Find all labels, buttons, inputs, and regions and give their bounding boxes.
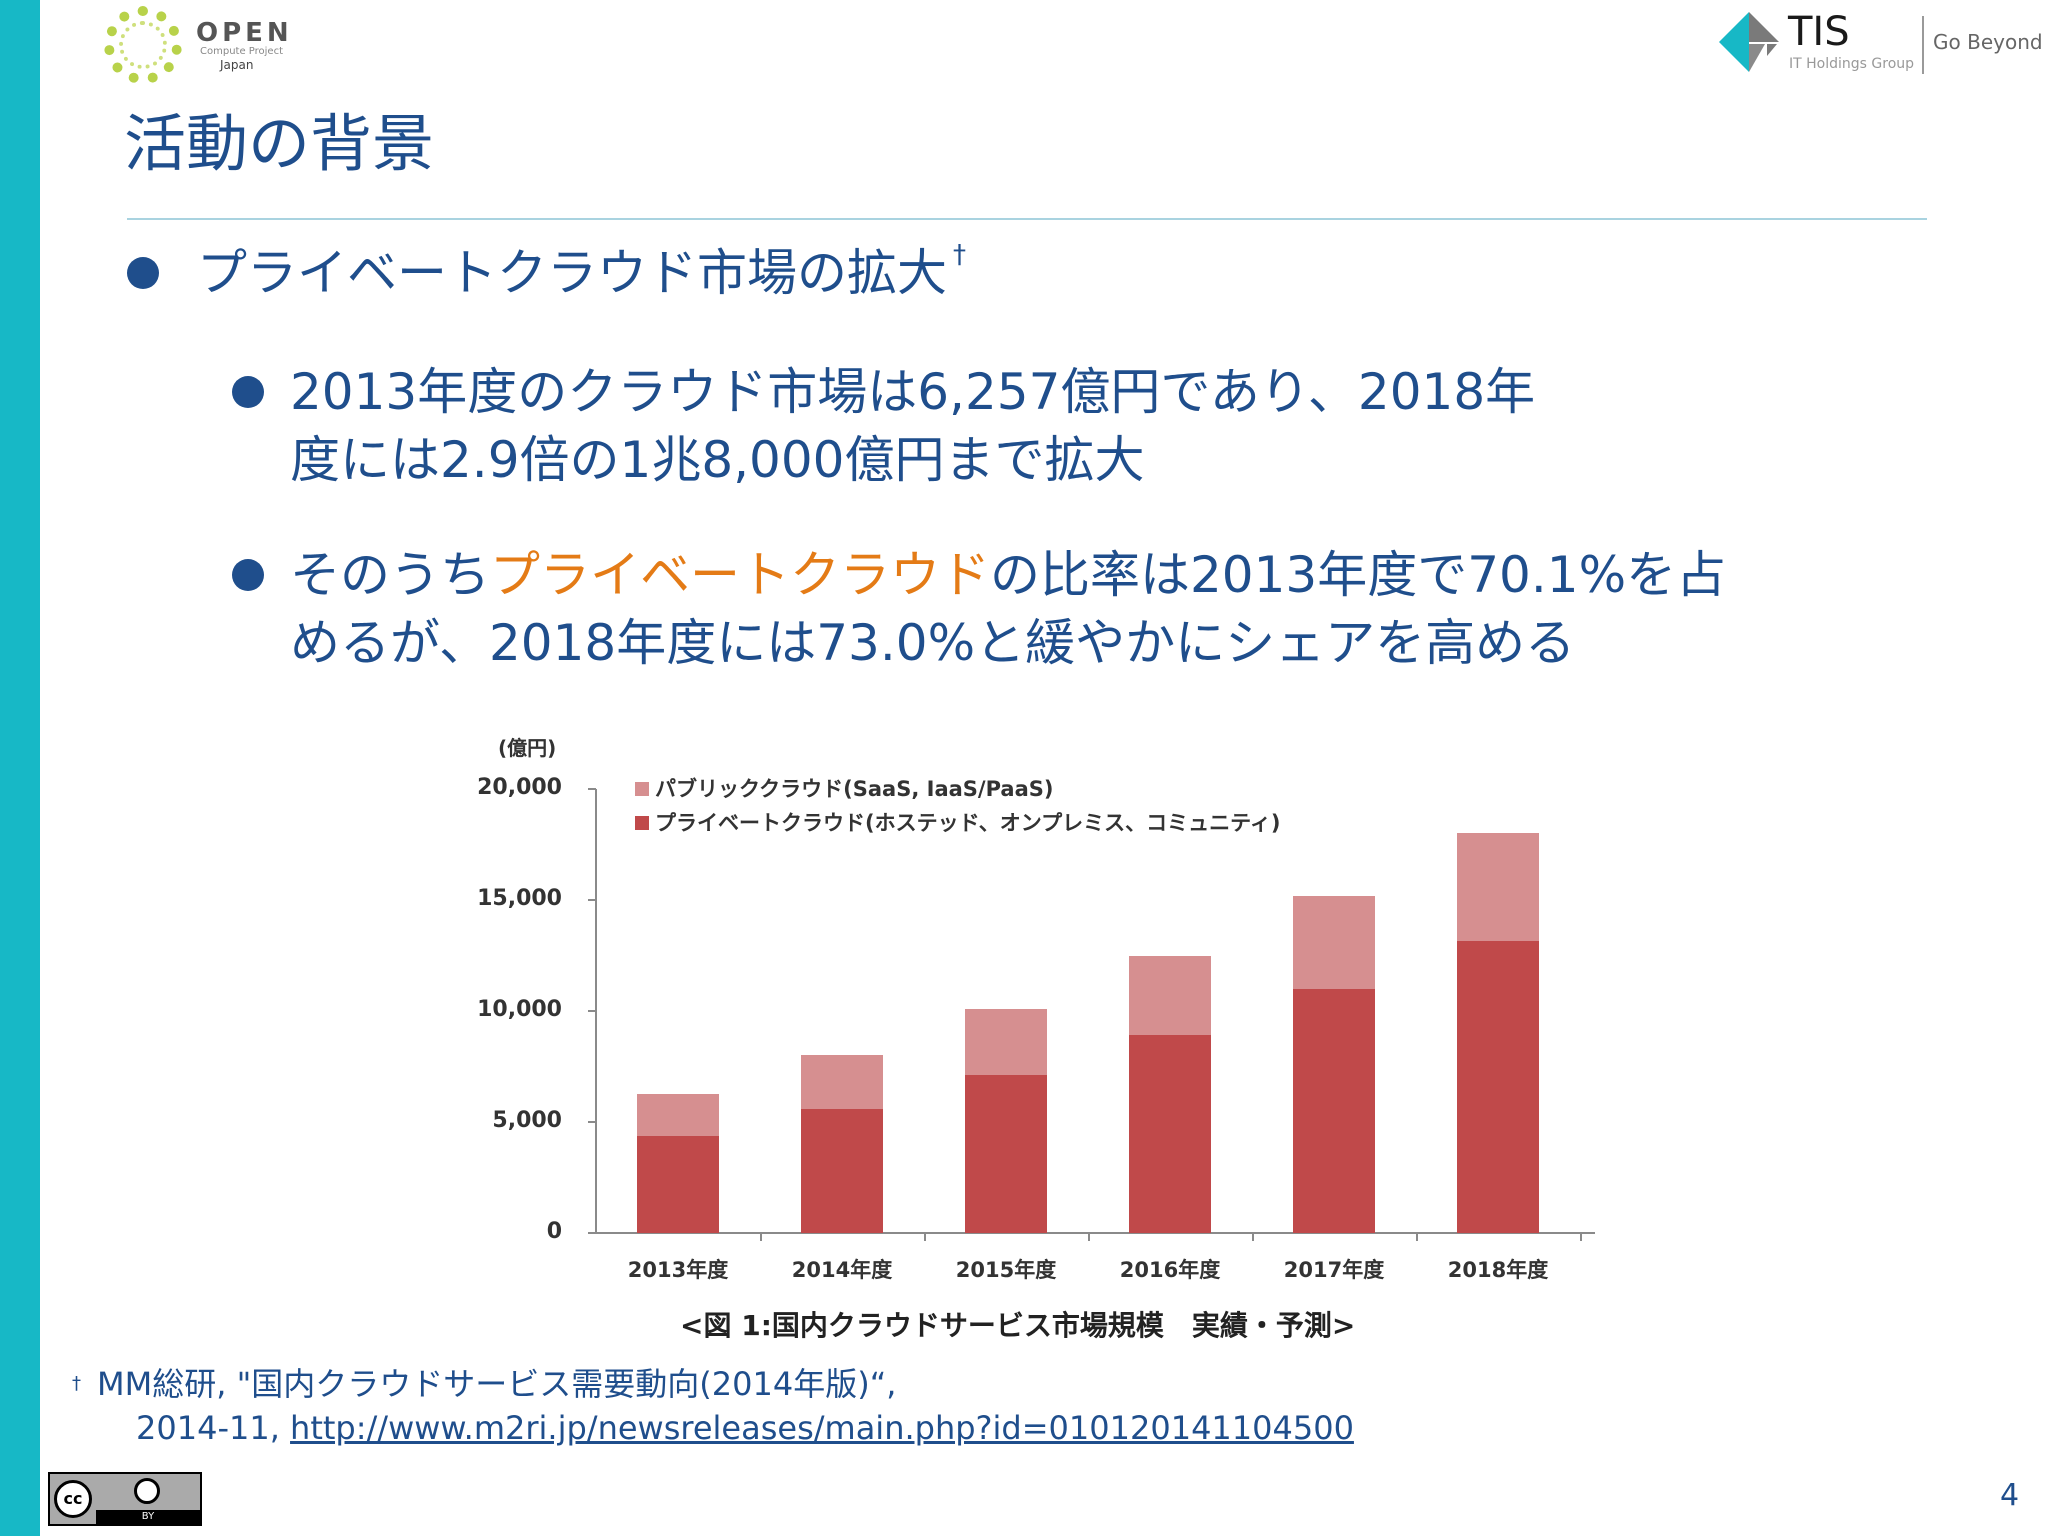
- ocp-japan-logo: OPEN Compute Project Japan: [104, 4, 304, 84]
- bullet-dot-icon: [127, 257, 159, 289]
- legend-item-public: パブリッククラウド(SaaS, IaaS/PaaS): [635, 772, 1280, 806]
- bar-public-cloud: [637, 1094, 719, 1136]
- x-tick-label: 2014年度: [791, 1258, 893, 1282]
- sub-bullet-text-post: の比率は2013年度で70.1%を占めるが、2018年度には73.0%と緩やかに…: [290, 546, 1727, 672]
- bar-public-cloud: [1457, 833, 1539, 942]
- x-tick-label: 2016年度: [1119, 1258, 1221, 1282]
- y-tick: [588, 1121, 596, 1123]
- ocp-logo-region: Japan: [220, 58, 254, 72]
- footnote-mark: †: [953, 240, 966, 270]
- x-tick: [760, 1233, 762, 1241]
- footnote-citation: MM総研, "国内クラウドサービス需要動向(2014年版)“,: [97, 1365, 897, 1403]
- y-axis: [595, 789, 597, 1234]
- chart-caption: <図 1:国内クラウドサービス市場規模 実績・予測>: [680, 1309, 1356, 1342]
- sub-bullet-private-share: そのうちプライベートクラウドの比率は2013年度で70.1%を占めるが、2018…: [232, 541, 1932, 677]
- cc-icon: cc: [54, 1480, 92, 1518]
- y-axis-unit-label: (億円): [498, 736, 557, 760]
- ocp-logo-name: OPEN: [196, 18, 293, 48]
- footnote: † MM総研, "国内クラウドサービス需要動向(2014年版)“, 2014-11…: [72, 1362, 1354, 1450]
- legend-swatch-private-icon: [635, 816, 649, 830]
- side-accent-bar: [0, 0, 40, 1536]
- ocp-ring-inner-icon: [119, 21, 167, 69]
- by-label: BY: [96, 1510, 200, 1524]
- legend-item-private: プライベートクラウド(ホステッド、オンプレミス、コミュニティ): [635, 806, 1280, 840]
- bar-private-cloud: [1293, 988, 1375, 1233]
- bullet-level1: プライベートクラウド市場の拡大 †: [127, 240, 966, 306]
- footnote-link[interactable]: http://www.m2ri.jp/newsreleases/main.php…: [290, 1409, 1354, 1447]
- tis-tagline: Go Beyond: [1933, 30, 2043, 54]
- title-divider: [127, 218, 1927, 220]
- page-number: 4: [2000, 1478, 2020, 1513]
- x-tick: [1088, 1233, 1090, 1241]
- x-tick-label: 2013年度: [627, 1258, 729, 1282]
- ocp-ring-icon: [104, 6, 182, 84]
- bullet-text: プライベートクラウド市場の拡大: [197, 244, 947, 302]
- cloud-market-chart: (億円) パブリッククラウド(SaaS, IaaS/PaaS) プライベートクラ…: [470, 720, 1610, 1360]
- y-tick-label: 20,000: [477, 775, 562, 800]
- bar-private-cloud: [965, 1075, 1047, 1233]
- footnote-date: 2014-11,: [136, 1409, 291, 1447]
- tis-diamond-icon: [1719, 12, 1779, 72]
- bar-public-cloud: [1129, 955, 1211, 1036]
- x-axis: [595, 1232, 1595, 1234]
- bar-public-cloud: [965, 1008, 1047, 1076]
- y-tick: [588, 1010, 596, 1012]
- x-tick-label: 2018年度: [1447, 1258, 1549, 1282]
- legend-label-private: プライベートクラウド(ホステッド、オンプレミス、コミュニティ): [655, 811, 1281, 835]
- footnote-mark: †: [72, 1373, 81, 1394]
- y-tick-label: 15,000: [477, 886, 562, 911]
- bar-private-cloud: [1129, 1035, 1211, 1233]
- sub-bullet-text: 2013年度のクラウド市場は6,257億円であり、2018年度には2.9倍の1兆…: [290, 363, 1536, 489]
- tis-logo: TIS IT Holdings Group Go Beyond: [1715, 8, 2045, 80]
- x-tick: [924, 1233, 926, 1241]
- bar-public-cloud: [801, 1055, 883, 1109]
- x-tick-label: 2015年度: [955, 1258, 1057, 1282]
- legend-label-public: パブリッククラウド(SaaS, IaaS/PaaS): [655, 777, 1054, 801]
- ocp-logo-subtitle: Compute Project: [200, 46, 283, 57]
- bar-private-cloud: [801, 1108, 883, 1233]
- logo-divider: [1922, 16, 1924, 74]
- sub-bullet-text-pre: そのうち: [290, 546, 490, 604]
- y-tick: [588, 1232, 596, 1234]
- bullet-dot-icon: [232, 376, 264, 408]
- y-tick: [588, 899, 596, 901]
- tis-logo-subtitle: IT Holdings Group: [1789, 56, 1915, 72]
- bullet-dot-icon: [232, 559, 264, 591]
- page-title: 活動の背景: [124, 107, 435, 180]
- attribution-person-icon: [134, 1478, 160, 1504]
- sub-bullet-market-size: 2013年度のクラウド市場は6,257億円であり、2018年度には2.9倍の1兆…: [232, 358, 1932, 494]
- x-tick: [1580, 1233, 1582, 1241]
- x-tick-label: 2017年度: [1283, 1258, 1385, 1282]
- legend-swatch-public-icon: [635, 782, 649, 796]
- y-tick-label: 5,000: [492, 1108, 562, 1133]
- y-tick-label: 0: [546, 1219, 562, 1244]
- cc-by-license-badge: cc BY: [48, 1472, 202, 1526]
- bar-private-cloud: [637, 1135, 719, 1233]
- y-tick: [588, 788, 596, 790]
- tis-logo-name: TIS: [1788, 9, 1850, 55]
- bar-public-cloud: [1293, 895, 1375, 989]
- chart-legend: パブリッククラウド(SaaS, IaaS/PaaS) プライベートクラウド(ホス…: [635, 772, 1280, 840]
- y-tick-label: 10,000: [477, 997, 562, 1022]
- x-tick: [1252, 1233, 1254, 1241]
- highlight-private-cloud: プライベートクラウド: [490, 546, 990, 604]
- x-tick: [1416, 1233, 1418, 1241]
- bar-private-cloud: [1457, 941, 1539, 1233]
